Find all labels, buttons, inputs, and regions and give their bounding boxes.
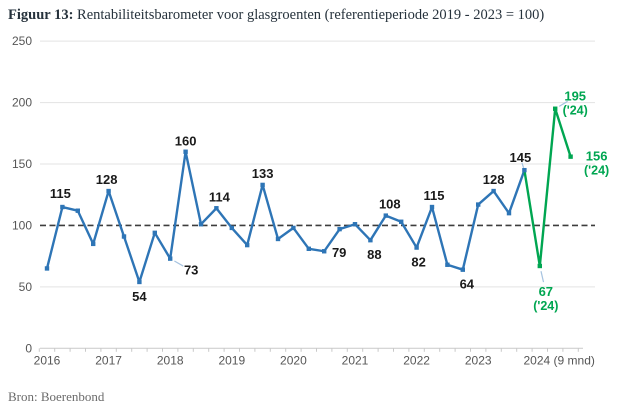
data-point-marker [152,230,157,236]
y-axis-label: 250 [12,34,32,48]
x-axis-label: 2024 (9 mnd) [524,353,595,367]
data-label: 79 [332,245,346,260]
data-point-marker [414,245,419,250]
data-label: 195 [564,89,586,104]
data-label: 160 [175,134,197,149]
data-label-year: ('24) [533,299,558,313]
data-point-marker [460,267,465,272]
data-label: 64 [460,277,475,292]
data-point-marker [106,188,111,194]
data-point-marker [75,208,80,213]
data-label: 133 [252,166,274,181]
x-axis-label: 2022 [403,353,430,367]
data-point-marker [168,256,173,261]
data-point-marker [214,206,219,211]
data-point-marker [229,225,234,231]
data-point-marker [522,167,527,173]
data-point-marker [368,237,373,243]
data-point-marker [245,242,250,248]
data-point-marker [476,202,481,207]
data-label: 115 [424,188,445,203]
data-label: 156 [586,149,608,164]
data-label: 128 [96,172,118,187]
series-line-green [523,107,572,268]
chart-svg: 0 50 100 150 200 250 2016 2017 2018 2019 2020 2021 2… [12,34,609,367]
data-label: 108 [379,197,401,212]
data-point-marker [537,263,542,269]
data-label: 73 [184,263,198,278]
label-leader-line [174,260,184,267]
data-point-marker [506,210,512,216]
x-axis-label: 2018 [157,353,184,367]
figure-title: Figuur 13: Rentabiliteitsbarometer voor … [8,7,620,24]
y-axis-label: 200 [12,96,32,110]
data-point-marker [260,182,265,188]
y-axis-label: 150 [12,157,32,171]
x-axis-label: 2020 [280,353,307,367]
data-label: 115 [50,186,71,201]
label-leader-line [540,271,545,283]
data-point-marker [568,154,573,159]
y-axis-label: 0 [25,341,32,355]
x-axis-label: 2017 [95,353,122,367]
data-label: 88 [367,247,381,262]
data-point-marker [337,226,342,232]
data-point-marker [352,222,358,227]
label-leader-line [558,100,568,107]
figure-title-text: Rentabiliteitsbarometer voor glasgroente… [73,7,545,23]
data-point-marker [121,234,127,239]
source-note: Bron: Boerenbond [8,389,105,404]
data-label: 145 [510,150,532,165]
x-axis-label: 2019 [218,353,245,367]
x-axis-label: 2016 [34,353,61,367]
data-label: 67 [539,284,553,299]
data-point-marker [91,241,96,247]
data-point-marker [198,222,204,227]
series-line-blue [45,150,526,284]
data-point-marker [44,266,50,271]
x-axis-label: 2023 [465,353,492,367]
data-label: 54 [132,289,147,304]
data-label: 114 [209,189,231,204]
data-point-marker [322,249,327,254]
data-point-marker [183,149,188,154]
data-point-marker [553,106,558,111]
y-axis-label: 50 [19,280,33,294]
data-point-marker [429,204,435,210]
label-leader-line [521,162,525,168]
figure-number: Figuur 13: [8,7,74,23]
data-point-marker [291,225,296,231]
data-point-marker [306,246,311,251]
x-axis-label: 2021 [342,353,369,367]
data-label-year: ('24) [563,104,588,118]
data-label-year: ('24) [584,164,609,178]
data-point-marker [399,219,404,224]
data-point-marker [383,213,388,218]
y-axis-label: 100 [12,218,32,232]
data-label: 82 [411,255,425,270]
data-point-marker [60,204,65,210]
data-point-marker [275,236,281,242]
data-label: 128 [483,172,505,187]
data-point-marker [491,188,496,194]
data-point-marker [445,262,450,267]
data-point-marker [137,279,142,285]
